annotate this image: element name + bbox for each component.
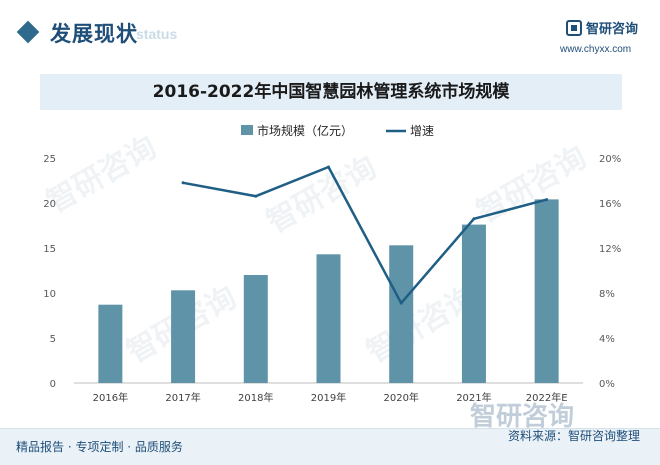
y-right-tick-label: 8% <box>599 289 615 300</box>
y-right-tick-label: 12% <box>599 244 621 255</box>
bar <box>461 224 486 383</box>
bar <box>98 304 123 383</box>
x-tick-label: 2016年 <box>93 391 128 404</box>
line-point <box>254 194 258 198</box>
x-tick-label: 2019年 <box>311 391 346 404</box>
y-right-tick-label: 16% <box>599 199 621 210</box>
bar <box>243 275 268 383</box>
section-title: 发展现状 <box>50 22 138 46</box>
legend-label-line: 增速 <box>410 124 434 138</box>
y-right-tick-label: 0% <box>599 379 615 390</box>
y-left-tick-label: 10 <box>43 289 56 300</box>
watermark-logo: 智研咨询 <box>470 402 575 432</box>
bar <box>534 199 559 383</box>
bar <box>316 254 341 383</box>
x-tick-label: 2017年 <box>165 391 200 404</box>
bar <box>171 290 196 383</box>
line-point <box>399 301 403 305</box>
line-point <box>472 217 476 221</box>
source-note: 资料来源：智研咨询整理 <box>507 429 640 443</box>
legend-swatch-bar <box>241 125 253 135</box>
x-tick-label: 2018年 <box>238 391 273 404</box>
logo-url: www.chyxx.com <box>560 44 632 55</box>
y-left-tick-label: 0 <box>50 379 56 390</box>
line-point <box>327 165 330 169</box>
growth-line <box>182 165 547 305</box>
y-left-tick-label: 20 <box>43 199 56 210</box>
x-tick-label: 2020年 <box>383 391 418 404</box>
y-left-tick-label: 5 <box>50 334 56 345</box>
line-point <box>181 181 185 185</box>
bar <box>389 245 414 383</box>
y-left-tick-label: 25 <box>43 154 56 165</box>
x-tick-label: 2021年 <box>456 391 491 404</box>
y-left-tick-label: 15 <box>43 244 56 255</box>
legend-label-bar: 市场规模（亿元） <box>257 123 353 138</box>
y-right-tick-label: 20% <box>599 154 621 165</box>
chart-title: 2016-2022年中国智慧园林管理系统市场规模 <box>152 82 510 102</box>
header: 发展现状 status 智研咨询 www.chyxx.com <box>0 0 660 68</box>
footer: 精品报告 · 专项定制 · 品质服务 资料来源：智研咨询整理 <box>0 428 660 465</box>
section-subtitle: status <box>136 26 178 42</box>
x-tick-label: 2022年E <box>526 391 568 404</box>
logo-icon <box>566 20 582 36</box>
y-right-tick-label: 4% <box>599 334 615 345</box>
logo-name: 智研咨询 <box>586 22 639 37</box>
line-point <box>545 198 549 202</box>
footer-tagline: 精品报告 · 专项定制 · 品质服务 <box>16 440 183 454</box>
chart-title-bar: 2016-2022年中国智慧园林管理系统市场规模 <box>40 74 622 110</box>
